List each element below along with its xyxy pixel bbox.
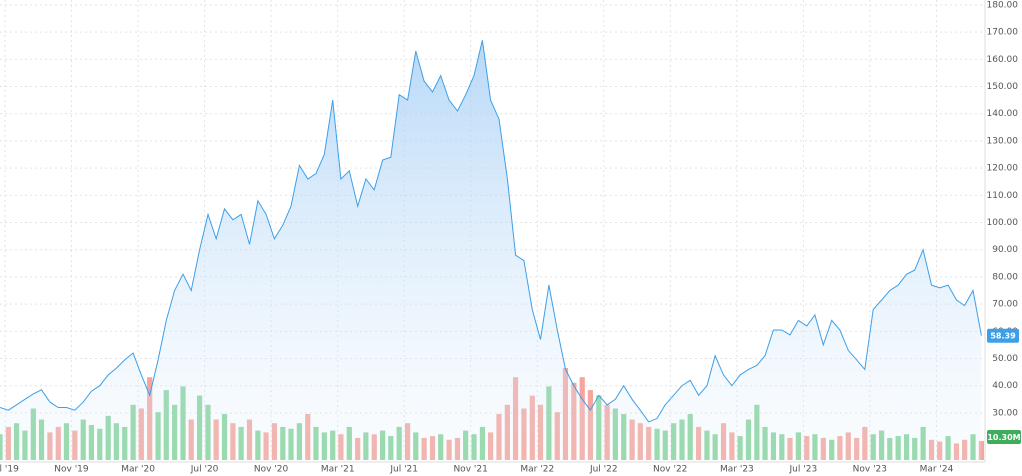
x-tick-label: Jul '19 bbox=[0, 465, 19, 475]
y-tick-label: 130.00 bbox=[987, 136, 1019, 146]
x-tick-label: Mar '20 bbox=[121, 465, 155, 475]
y-tick-label: 100.00 bbox=[987, 218, 1019, 228]
x-tick-label: Mar '23 bbox=[720, 465, 754, 475]
y-tick-label: 140.00 bbox=[987, 109, 1019, 119]
x-tick-label: Jul '21 bbox=[389, 465, 418, 475]
volume-bar bbox=[978, 441, 985, 460]
x-tick-label: Jul '20 bbox=[190, 465, 219, 475]
area bbox=[0, 40, 982, 461]
x-tick-label: Mar '21 bbox=[321, 465, 355, 475]
y-tick-label: 80.00 bbox=[992, 272, 1018, 282]
x-tick-label: Jul '23 bbox=[789, 465, 818, 475]
price-line bbox=[0, 40, 982, 423]
y-tick-label: 160.00 bbox=[987, 55, 1019, 65]
y-tick-label: 90.00 bbox=[992, 245, 1018, 255]
x-tick-label: Nov '20 bbox=[254, 465, 289, 475]
price-tag bbox=[987, 328, 1019, 343]
x-tick-label: Mar '22 bbox=[520, 465, 554, 475]
y-tick-label: 40.00 bbox=[992, 381, 1018, 391]
x-tick-label: Mar '24 bbox=[920, 465, 954, 475]
y-tick-label: 150.00 bbox=[987, 82, 1019, 92]
x-tick-label: Nov '23 bbox=[853, 465, 887, 475]
y-tick-label: 170.00 bbox=[987, 28, 1019, 38]
y-tick-label: 180.00 bbox=[987, 0, 1019, 10]
x-tick-label: Jul '22 bbox=[589, 465, 618, 475]
x-tick-label: Nov '21 bbox=[453, 465, 487, 475]
y-tick-label: 70.00 bbox=[992, 300, 1018, 310]
y-tick-label: 110.00 bbox=[987, 191, 1019, 201]
y-tick-label: 30.00 bbox=[992, 408, 1018, 418]
x-tick-label: Nov '22 bbox=[653, 465, 687, 475]
x-tick-label: Nov '19 bbox=[54, 465, 89, 475]
price-tag-label: 58.39 bbox=[990, 332, 1016, 341]
y-tick-label: 50.00 bbox=[992, 354, 1018, 364]
volume-tag-label: 10.30M bbox=[987, 433, 1020, 442]
y-tick-label: 120.00 bbox=[987, 164, 1019, 174]
volume-tag bbox=[987, 430, 1021, 445]
